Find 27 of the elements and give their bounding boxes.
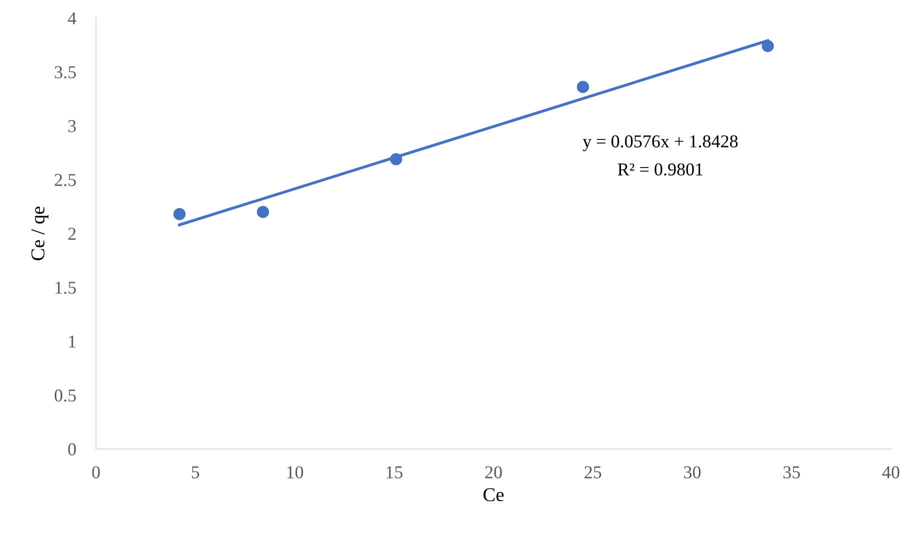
y-tick-label: 0.5 [54, 389, 76, 402]
y-tick-label: 3.5 [54, 66, 76, 78]
point [256, 206, 270, 218]
x-axis-title: Ce [484, 488, 504, 502]
x-tick-label: 20 [485, 466, 502, 478]
annotation: R² = 0.9801 [618, 163, 703, 176]
y-tick-label: 4 [68, 12, 76, 24]
x-tick-label: 15 [386, 466, 402, 478]
y-tick-label: 0 [68, 443, 76, 456]
point [762, 40, 774, 52]
y-axis-title: Ce / qe [31, 206, 48, 260]
x-tick-label: 25 [584, 466, 602, 478]
point [173, 208, 186, 220]
x-tick-label: 30 [684, 466, 701, 478]
y-tick-label: 2 [68, 228, 76, 240]
point [390, 153, 402, 166]
y-tick-label: 2.5 [54, 174, 76, 186]
y-tick-label: 1.5 [56, 282, 76, 294]
y-tick-label: 3 [68, 120, 76, 132]
annotation: y = 0.0576x + 1.8428 [582, 135, 738, 152]
y-tick-label: 1 [69, 336, 76, 348]
x-tick-label: 5 [192, 466, 200, 478]
point [576, 80, 590, 94]
x-tick-label: 10 [287, 466, 304, 478]
x-tick-label: 0 [92, 466, 100, 478]
x-tick-label: 35 [783, 466, 800, 478]
x-tick-label: 40 [882, 466, 900, 478]
